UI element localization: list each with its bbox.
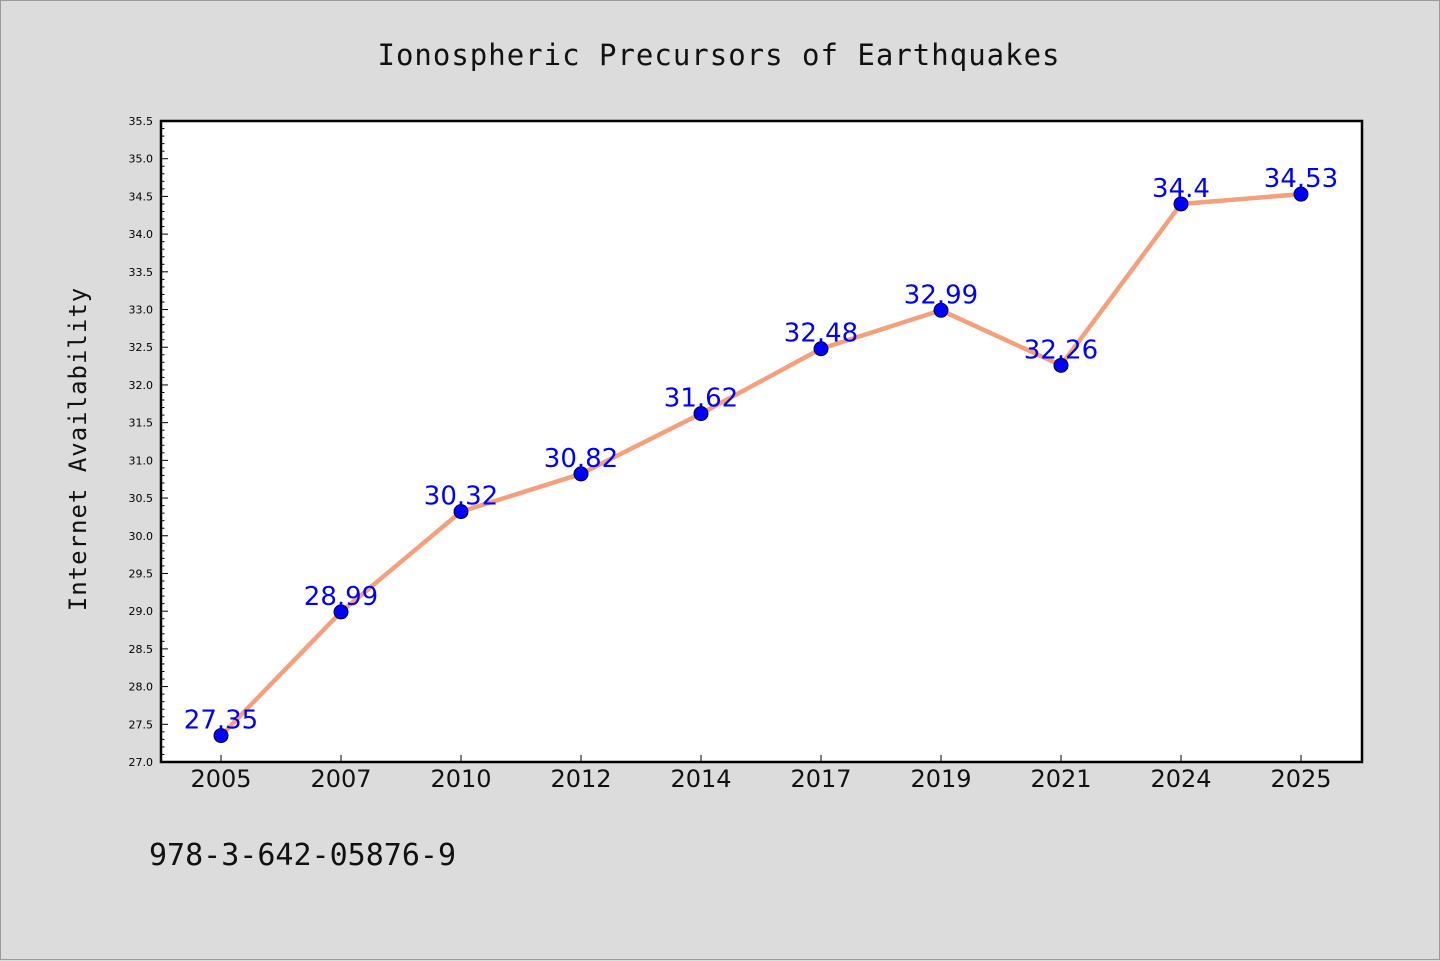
y-tick-label: 31.0 <box>129 454 154 467</box>
chart-title: Ionospheric Precursors of Earthquakes <box>377 38 1060 72</box>
data-label: 30.82 <box>544 444 618 474</box>
x-tick-label: 2007 <box>310 765 371 793</box>
y-tick-label: 33.0 <box>129 304 154 317</box>
x-tick-label: 2005 <box>190 765 251 793</box>
data-label: 31.62 <box>664 384 738 414</box>
x-axis: 2005 2007 2010 2012 2014 2017 2019 2021 2024 2025 <box>190 755 1332 793</box>
data-label: 32.99 <box>904 280 978 310</box>
data-point-marker <box>813 341 829 357</box>
data-label: 34.4 <box>1152 174 1210 204</box>
data-label: 32.48 <box>784 319 858 349</box>
y-tick-label: 34.0 <box>129 228 154 241</box>
data-point-marker <box>693 406 709 422</box>
x-tick-label: 2024 <box>1150 765 1211 793</box>
series-line <box>218 191 1304 738</box>
data-labels: 27.35 28.99 30.32 30.82 31.62 32.48 32.99 32.26… <box>184 164 1338 735</box>
plot-area <box>159 119 1364 764</box>
data-label: 30.32 <box>424 482 498 512</box>
y-tick-label: 29.0 <box>129 605 154 618</box>
x-tick-label: 2019 <box>910 765 971 793</box>
y-tick-label: 27.0 <box>129 756 154 769</box>
data-label: 34.53 <box>1264 164 1338 194</box>
y-tick-label: 28.5 <box>129 643 154 656</box>
data-label: 28.99 <box>304 582 378 612</box>
data-point-marker <box>933 302 949 318</box>
y-tick-label: 34.5 <box>129 190 154 203</box>
y-tick-label: 31.5 <box>129 417 154 430</box>
y-tick-label: 35.0 <box>129 153 154 166</box>
y-tick-label: 32.5 <box>129 341 154 354</box>
x-tick-label: 2012 <box>550 765 611 793</box>
x-tick-label: 2025 <box>1270 765 1331 793</box>
y-tick-label: 33.5 <box>129 266 154 279</box>
x-tick-label: 2017 <box>790 765 851 793</box>
y-tick-label: 29.5 <box>129 567 154 580</box>
data-point-marker <box>1293 186 1309 202</box>
series-line-group <box>218 191 1304 738</box>
y-tick-label: 30.5 <box>129 492 154 505</box>
x-tick-label: 2010 <box>430 765 491 793</box>
data-point-marker <box>1173 196 1189 212</box>
y-tick-label: 35.5 <box>129 115 154 128</box>
y-axis: 27.0 27.5 28.0 28.5 29.0 29.5 30.0 30.5 31.0 31.5… <box>129 115 168 769</box>
data-label: 32.26 <box>1024 335 1098 365</box>
data-point-marker <box>1053 357 1069 373</box>
data-point-marker <box>213 728 229 744</box>
y-tick-label: 30.0 <box>129 530 154 543</box>
y-tick-label: 32.0 <box>129 379 154 392</box>
data-label: 27.35 <box>184 706 258 736</box>
data-point-marker <box>573 466 589 482</box>
y-tick-label: 28.0 <box>129 681 154 694</box>
data-point-marker <box>333 604 349 620</box>
data-point-marker <box>453 504 469 520</box>
x-tick-label: 2014 <box>670 765 731 793</box>
data-markers <box>213 186 1309 744</box>
y-axis-label: Internet Availability <box>64 287 92 611</box>
y-tick-label: 27.5 <box>129 718 154 731</box>
isbn-annotation: 978-3-642-05876-9 <box>149 838 456 873</box>
x-tick-label: 2021 <box>1030 765 1091 793</box>
